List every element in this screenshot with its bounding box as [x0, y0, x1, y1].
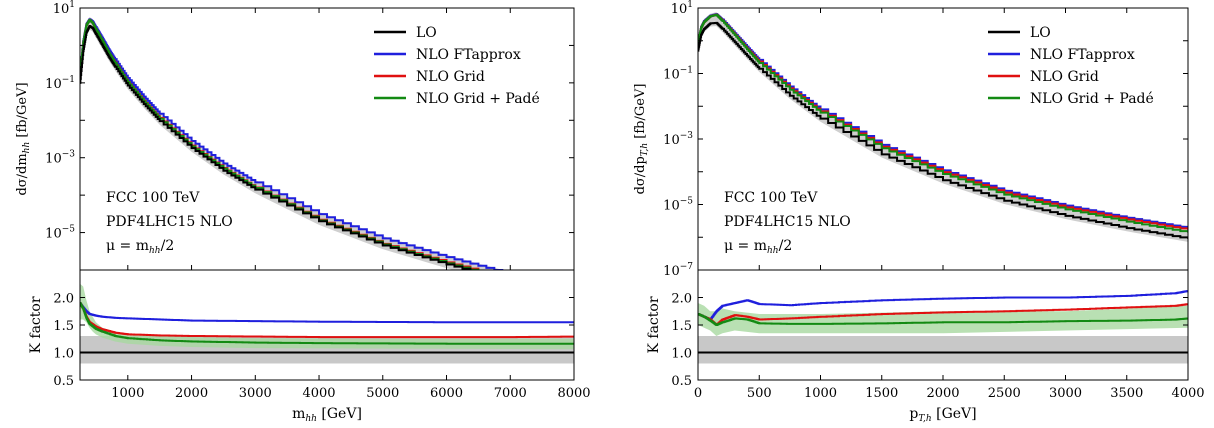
x-tick-label: 500 [747, 386, 772, 401]
lower-y-label: K factor [646, 296, 662, 353]
legend-label: LO [416, 25, 437, 41]
legend-label: NLO Grid + Padé [416, 91, 540, 107]
x-tick-label: 3500 [1110, 386, 1143, 401]
legend-label: NLO Grid + Padé [1030, 91, 1154, 107]
upper-plot-area [80, 16, 504, 270]
chart-panel-1: 101 10−1 10−3 10−5 dσ/dmhh [fb/GeV] FCC 100 T… [15, 0, 591, 424]
x-tick-label: 1000 [111, 386, 144, 401]
y-tick-label: 10−5 [663, 197, 693, 214]
x-tick-label: 3000 [239, 386, 272, 401]
x-axis-label: pT,h [GeV] [909, 406, 976, 424]
x-tick-label: 1500 [865, 386, 898, 401]
legend-label: NLO FTapprox [1030, 47, 1135, 63]
lower-y-label: K factor [28, 296, 44, 353]
lo-band [698, 336, 1188, 364]
annotation: μ = mhh/2 [724, 238, 792, 256]
x-tick-label: 4000 [302, 386, 335, 401]
k-tick-label: 2.0 [53, 292, 74, 307]
k-tick-label: 1.0 [53, 347, 74, 362]
ratio-line-3 [698, 313, 1188, 326]
legend-label: NLO FTapprox [416, 47, 521, 63]
ratio-line-1 [80, 302, 574, 324]
legend-label: LO [1030, 25, 1051, 41]
y-tick-label: 10−1 [663, 66, 693, 83]
x-tick-label: 5000 [366, 386, 399, 401]
x-tick-label: 4000 [1171, 386, 1204, 401]
y-tick-label: 10−3 [663, 131, 693, 148]
x-tick-label: 6000 [430, 386, 463, 401]
lower-plot-area [80, 283, 574, 364]
x-axis-label: mhh [GeV] [292, 406, 362, 424]
k-tick-label: 1.5 [671, 319, 692, 334]
series-line-0 [698, 21, 1188, 239]
y-tick-label: 10−1 [45, 75, 75, 92]
x-tick-label: 1000 [804, 386, 837, 401]
lower-plot-area [698, 290, 1188, 364]
annotation: FCC 100 TeV [724, 190, 818, 206]
annotation: PDF4LHC15 NLO [724, 214, 851, 230]
pade-band [698, 303, 1188, 336]
x-tick-label: 2000 [175, 386, 208, 401]
x-tick-label: 8000 [557, 386, 590, 401]
upper-y-label: dσ/dmhh [fb/GeV] [15, 82, 32, 195]
series-line-0 [80, 25, 480, 270]
upper-y-label: dσ/dpT,h [fb/GeV] [633, 84, 650, 195]
annotation: PDF4LHC15 NLO [106, 214, 233, 230]
chart-panel-2: 101 10−1 10−3 10−5 10−7 dσ/dpT,h [fb/GeV] FCC … [633, 0, 1205, 424]
x-tick-label: 3000 [1049, 386, 1082, 401]
legend-label: NLO Grid [1030, 69, 1099, 85]
y-tick-label: 10−5 [45, 225, 75, 242]
k-tick-label: 0.5 [53, 374, 74, 389]
y-tick-label: 101 [671, 0, 693, 17]
series-line-3 [698, 13, 1188, 233]
k-tick-label: 1.5 [53, 319, 74, 334]
upper-plot-area [698, 12, 1188, 242]
k-tick-label: 1.0 [671, 347, 692, 362]
y-tick-label: 101 [53, 0, 75, 17]
legend-label: NLO Grid [416, 69, 485, 85]
x-tick-label: 7000 [494, 386, 527, 401]
ratio-line-3 [80, 302, 574, 345]
ratio-line-1 [698, 290, 1188, 321]
y-tick-label: 10−7 [663, 262, 693, 279]
x-tick-label: 2500 [988, 386, 1021, 401]
x-tick-label: 2000 [926, 386, 959, 401]
annotation: FCC 100 TeV [106, 190, 200, 206]
annotation: μ = mhh/2 [106, 238, 174, 256]
pade-band [80, 283, 574, 350]
x-tick-label: 0 [694, 386, 702, 401]
k-tick-label: 0.5 [671, 374, 692, 389]
k-tick-label: 2.0 [671, 292, 692, 307]
y-tick-label: 10−3 [45, 150, 75, 167]
